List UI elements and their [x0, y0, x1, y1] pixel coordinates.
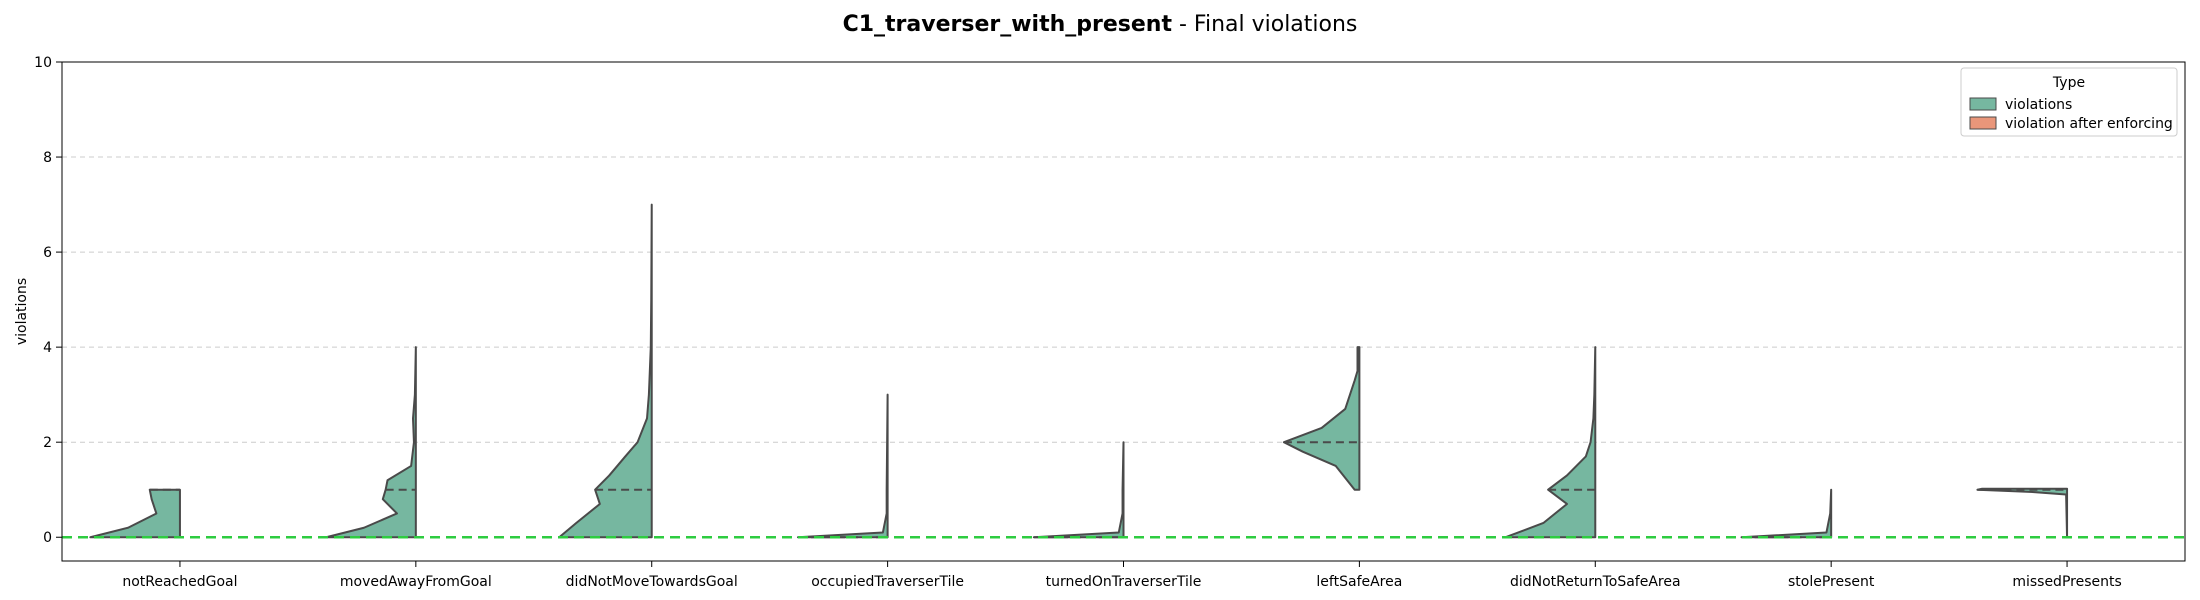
- chart-title: C1_traverser_with_present - Final violat…: [0, 12, 2200, 37]
- violin-notReachedGoal: [89, 488, 181, 539]
- y-axis-label: violations: [14, 278, 30, 345]
- chart-title-rest: - Final violations: [1171, 12, 1358, 37]
- legend-entry: violations: [2005, 97, 2072, 113]
- x-tick-label: occupiedTraverserTile: [811, 574, 964, 590]
- violin-leftSafeArea: [1282, 346, 1361, 491]
- x-tick-label: missedPresents: [2012, 574, 2121, 590]
- x-tick-label: stolePresent: [1788, 574, 1875, 590]
- x-tick-label: didNotReturnToSafeArea: [1510, 574, 1681, 590]
- y-tick-label: 6: [43, 245, 52, 261]
- x-tick-label: movedAwayFromGoal: [340, 574, 492, 590]
- y-tick-label: 0: [43, 530, 52, 546]
- grid-layer: [62, 61, 2185, 443]
- legend: Type violations violation after enforcing: [1960, 67, 2178, 137]
- violin-didNotReturnToSafeArea: [1504, 346, 1597, 539]
- legend-swatch: [1969, 97, 1997, 111]
- legend-swatch: [1969, 116, 1997, 130]
- x-tick-label: leftSafeArea: [1316, 574, 1402, 590]
- violin-turnedOnTraverserTile: [1032, 441, 1125, 539]
- violin-missedPresents: [1976, 487, 2069, 539]
- violin-layer: [62, 203, 2185, 539]
- y-tick-label: 8: [43, 150, 52, 166]
- x-tick-label: didNotMoveTowardsGoal: [566, 574, 738, 590]
- violin-didNotMoveTowardsGoal: [558, 203, 653, 539]
- legend-title: Type: [2052, 75, 2085, 91]
- axis-layer: 0 2 4 6 8 10 notReachedGoal movedAwayFromGoal di…: [14, 55, 2186, 590]
- violin-stolePresent: [1740, 488, 1833, 539]
- chart-title-bold: C1_traverser_with_present: [842, 12, 1172, 37]
- y-tick-label: 2: [43, 435, 52, 451]
- x-tick-label: turnedOnTraverserTile: [1046, 574, 1202, 590]
- legend-entry: violation after enforcing: [2005, 116, 2173, 132]
- y-tick-label: 10: [34, 55, 52, 71]
- x-tick-label: notReachedGoal: [122, 574, 237, 590]
- violin-occupiedTraverserTile: [796, 393, 889, 539]
- y-tick-label: 4: [43, 340, 52, 356]
- legend-box: [1960, 67, 2178, 137]
